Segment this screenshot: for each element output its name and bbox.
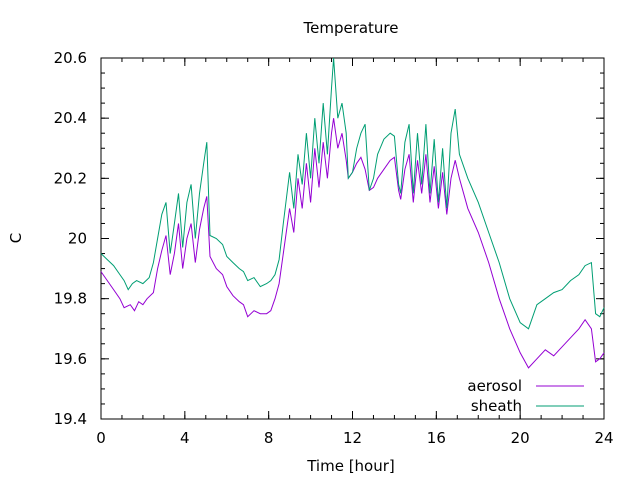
x-tick-label: 4 — [180, 429, 190, 447]
legend-label-sheath: sheath — [471, 397, 522, 415]
series-line-aerosol — [100, 118, 605, 369]
y-tick-label: 19.8 — [54, 290, 87, 308]
y-tick-label: 20.4 — [54, 109, 87, 127]
y-tick-label: 19.6 — [54, 350, 87, 368]
axis-ticks: 19.4 19.6 19.8 20 20.2 20.4 20.6 0 4 8 12 16 20 24 — [54, 49, 614, 447]
chart-title: Temperature — [302, 19, 398, 37]
x-tick-label: 12 — [343, 429, 362, 447]
legend: aerosol sheath — [467, 377, 584, 415]
series-lines — [100, 57, 605, 369]
x-tick-label: 8 — [264, 429, 274, 447]
x-tick-label: 0 — [96, 429, 106, 447]
x-tick-label: 24 — [594, 429, 613, 447]
x-axis-label: Time [hour] — [306, 457, 395, 475]
y-tick-label: 20.6 — [54, 49, 87, 67]
x-tick-label: 16 — [427, 429, 446, 447]
legend-label-aerosol: aerosol — [467, 377, 522, 395]
y-tick-label: 19.4 — [54, 410, 87, 428]
series-line-sheath — [100, 57, 605, 330]
y-axis-label: C — [7, 233, 25, 243]
y-tick-label: 20 — [68, 230, 87, 248]
y-tick-label: 20.2 — [54, 169, 87, 187]
x-tick-label: 20 — [511, 429, 530, 447]
